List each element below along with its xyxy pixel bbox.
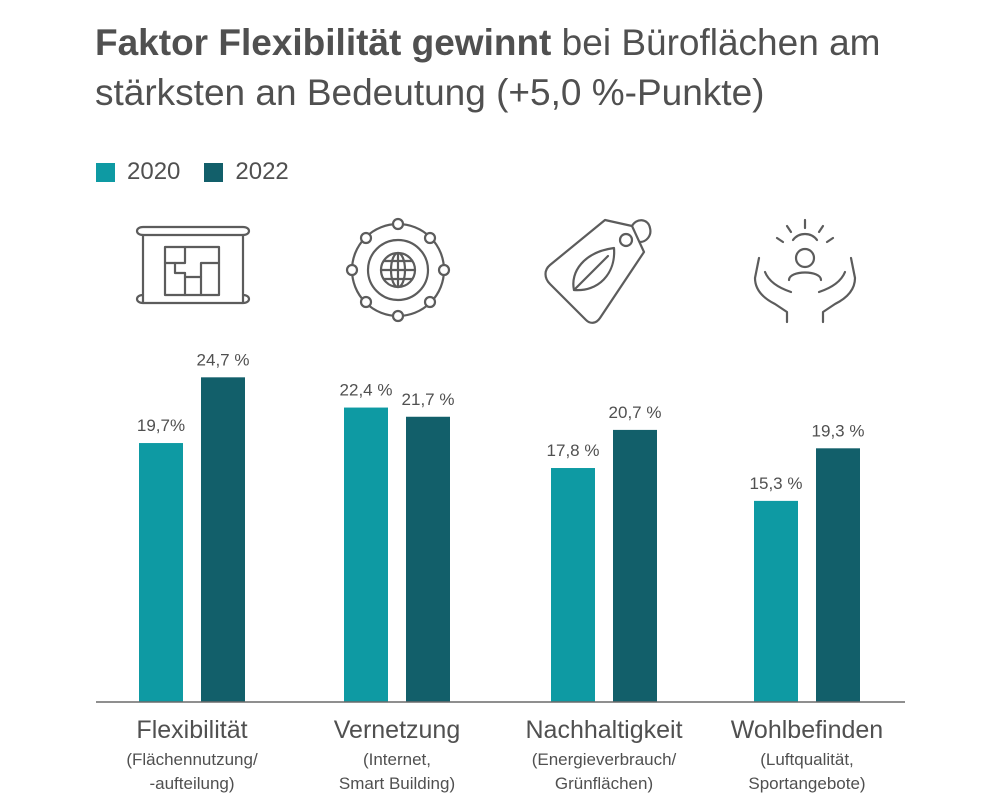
legend-swatch-2022: [204, 162, 224, 182]
legend: 2020 2022: [96, 158, 313, 186]
legend-swatch-2020: [96, 162, 115, 182]
bar-nachhaltigkeit-2022: [613, 429, 657, 702]
category-sublabel-wohlbefinden-2: Sportangebote): [748, 774, 865, 793]
category-sublabel-flexibilitaet-2: -aufteilung): [149, 774, 234, 793]
bar-flexibilitaet-2020: [139, 443, 183, 702]
category-sublabel-nachhaltigkeit-2: Grünflächen): [555, 774, 653, 793]
legend-label-2022: 2022: [235, 158, 289, 185]
bars: [139, 377, 860, 702]
value-label-nachhaltigkeit-2022: 20,7 %: [609, 403, 662, 422]
bar-wohlbefinden-2020: [754, 500, 798, 702]
category-label-wohlbefinden: Wohlbefinden: [731, 716, 883, 744]
floor-plan-icon: [135, 225, 251, 305]
legend-item-2022: 2022: [204, 158, 289, 186]
leaf-tag-icon: [544, 218, 652, 324]
value-label-flexibilitaet-2022: 24,7 %: [197, 350, 250, 369]
value-label-wohlbefinden-2022: 19,3 %: [812, 421, 865, 440]
category-label-flexibilitaet: Flexibilität: [136, 716, 247, 744]
bar-vernetzung-2022: [406, 416, 450, 702]
category-sublabel-nachhaltigkeit-1: (Energieverbrauch/: [532, 750, 677, 769]
chart-title-rest: bei Büroflächen am stärksten an Bedeutun…: [95, 22, 881, 113]
value-label-flexibilitaet-2020: 19,7%: [137, 416, 185, 435]
chart-title-bold: Faktor Flexibilität gewinnt: [95, 22, 552, 63]
value-labels: 19,7% 24,7 % 22,4 % 21,7 % 17,8 % 20,7 % 15,3 …: [137, 350, 865, 493]
bar-nachhaltigkeit-2020: [551, 468, 595, 702]
bar-wohlbefinden-2022: [816, 448, 860, 702]
chart-title: Faktor Flexibilität gewinnt bei Bürofläc…: [95, 18, 955, 118]
category-sublabel-vernetzung-2: Smart Building): [339, 774, 455, 793]
category-label-nachhaltigkeit: Nachhaltigkeit: [525, 716, 682, 744]
value-label-vernetzung-2022: 21,7 %: [402, 390, 455, 409]
value-label-vernetzung-2020: 22,4 %: [340, 381, 393, 400]
category-sublabel-wohlbefinden-1: (Luftqualität,: [760, 750, 854, 769]
legend-item-2020: 2020: [96, 158, 180, 186]
category-sublabel-vernetzung-1: (Internet,: [363, 750, 431, 769]
value-label-nachhaltigkeit-2020: 17,8 %: [547, 441, 600, 460]
category-label-vernetzung: Vernetzung: [334, 716, 461, 744]
bar-vernetzung-2020: [344, 407, 388, 702]
network-globe-icon: [345, 217, 451, 323]
category-sublabel-flexibilitaet-1: (Flächennutzung/: [126, 750, 258, 769]
legend-label-2020: 2020: [127, 158, 181, 185]
hands-person-icon: [753, 218, 857, 324]
bar-flexibilitaet-2022: [201, 377, 245, 702]
value-label-wohlbefinden-2020: 15,3 %: [750, 474, 803, 493]
